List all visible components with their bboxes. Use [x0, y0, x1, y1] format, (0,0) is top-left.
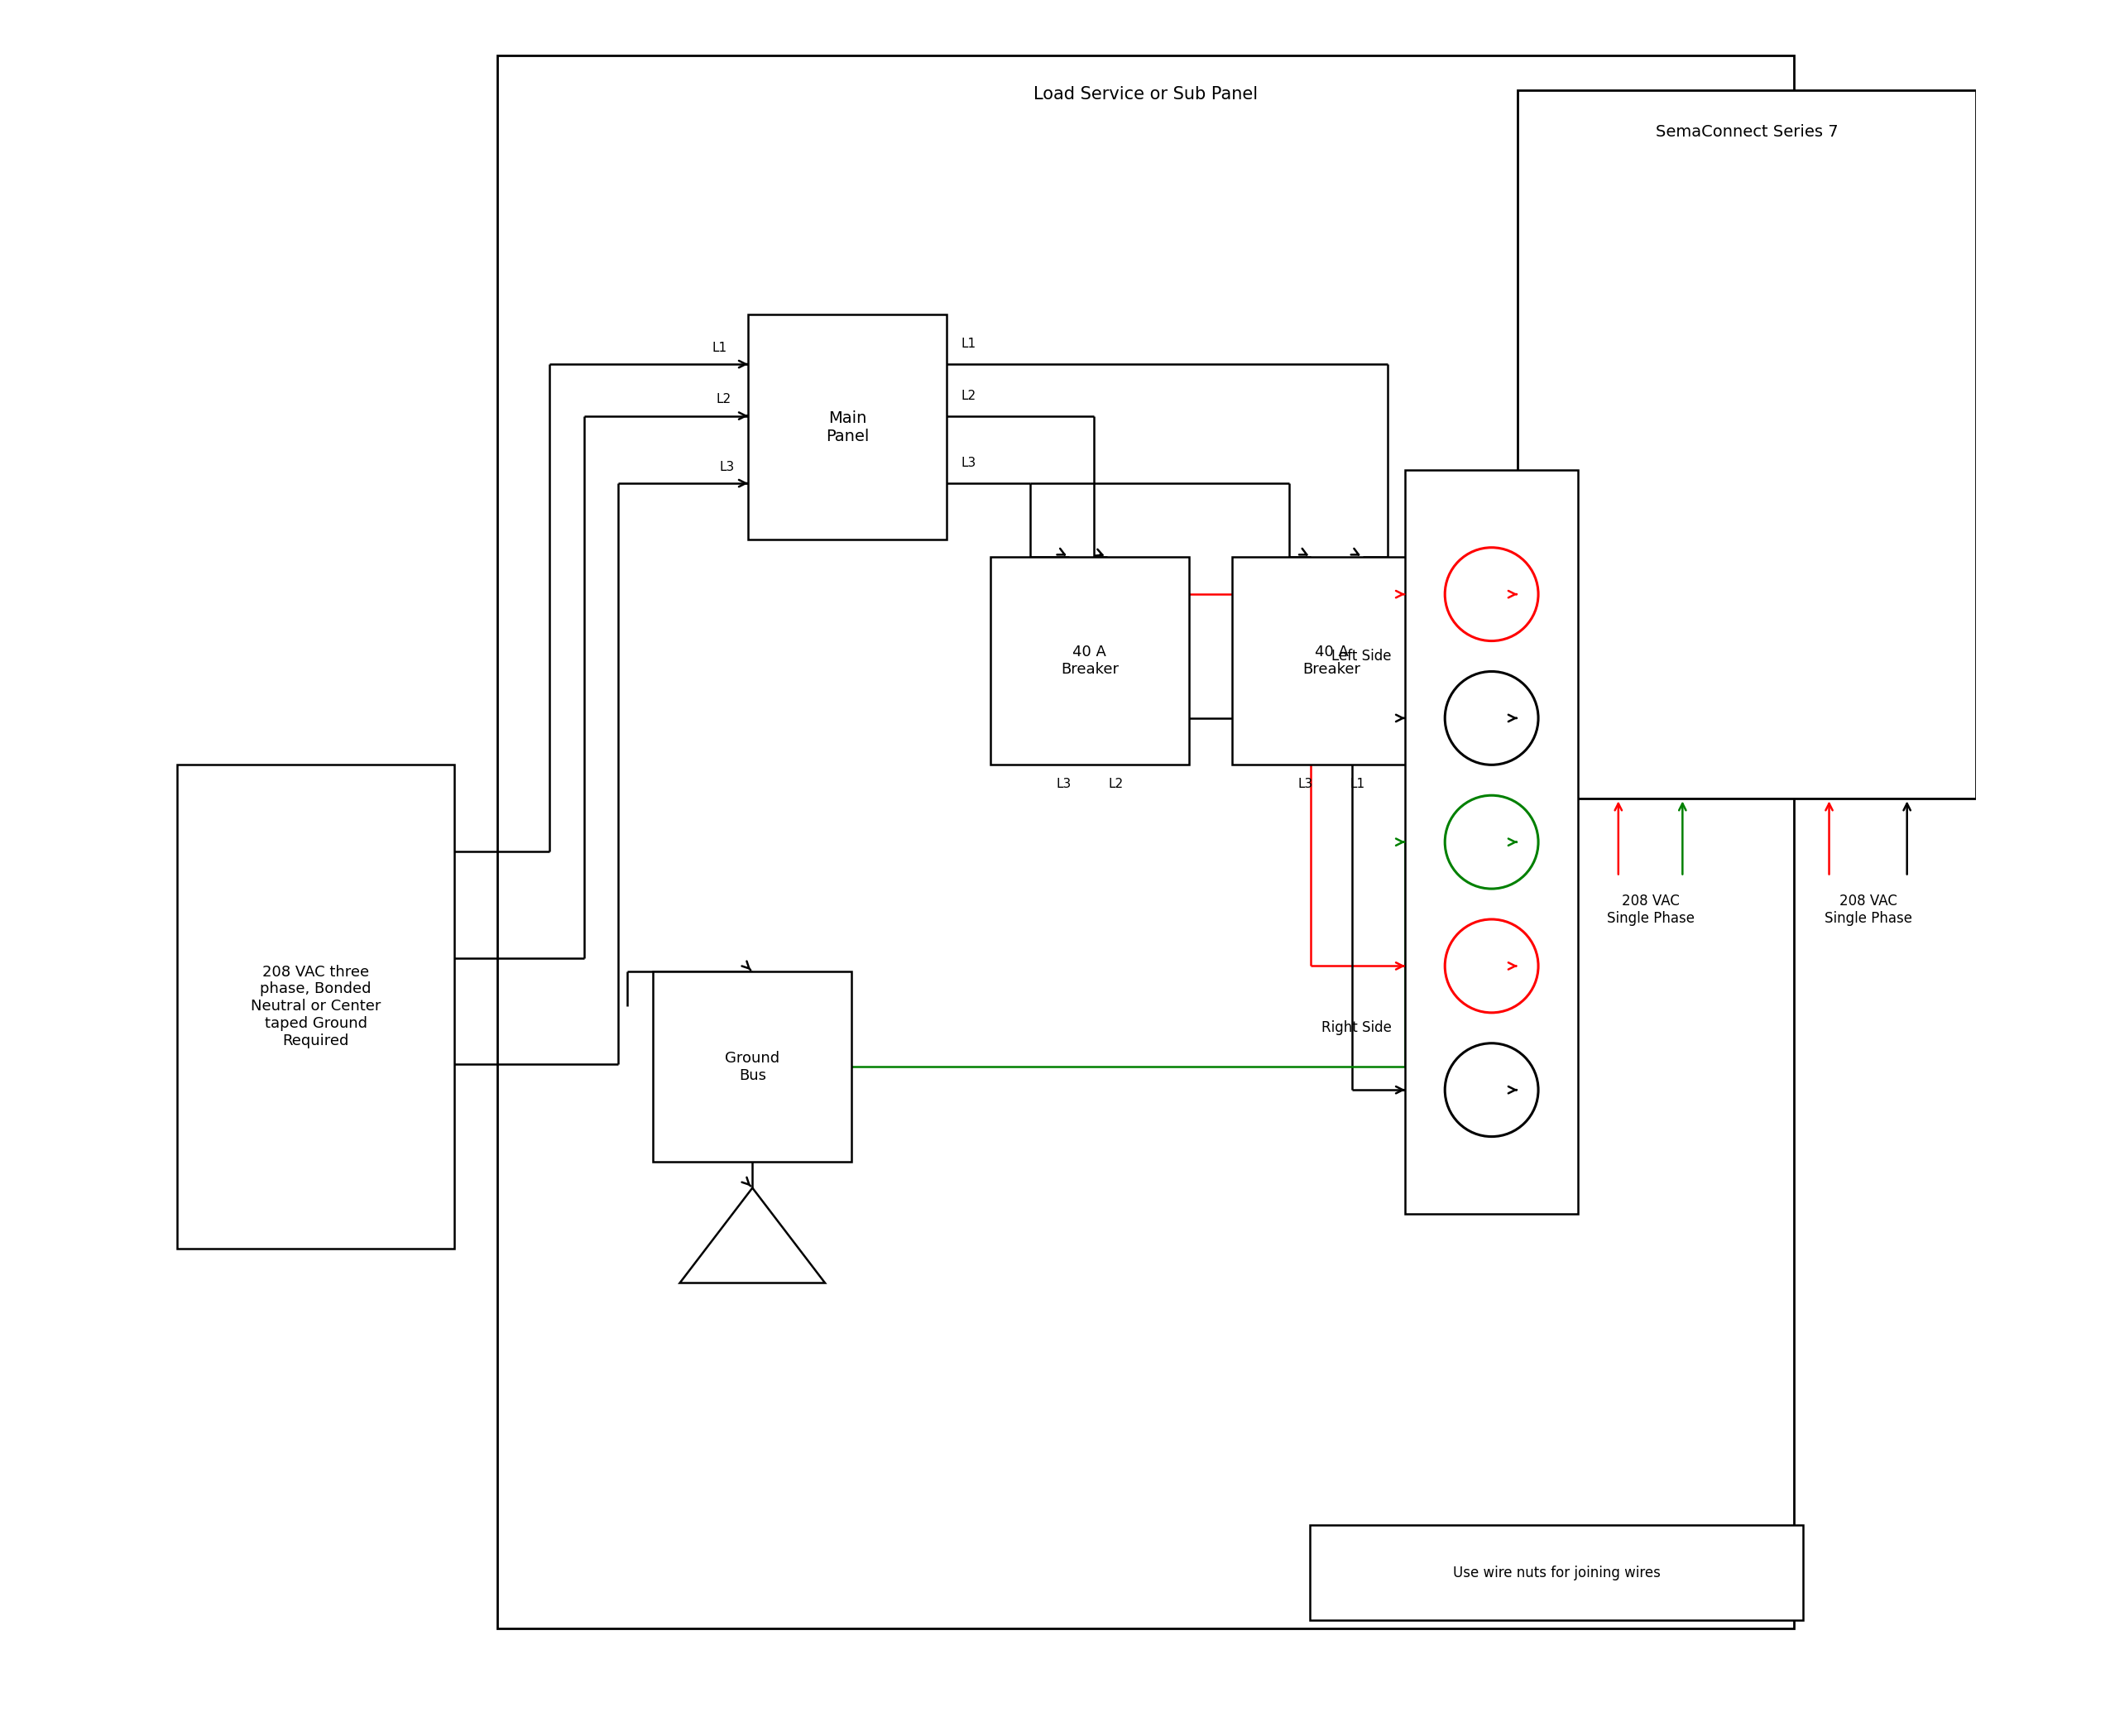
Text: SemaConnect Series 7: SemaConnect Series 7 [1656, 125, 1838, 141]
FancyBboxPatch shape [177, 764, 454, 1248]
FancyBboxPatch shape [652, 972, 852, 1161]
Text: 40 A
Breaker: 40 A Breaker [1302, 644, 1361, 677]
Text: 208 VAC
Single Phase: 208 VAC Single Phase [1825, 894, 1912, 925]
Text: L2: L2 [960, 389, 975, 403]
Text: L1: L1 [960, 339, 975, 351]
Text: L1: L1 [1350, 778, 1365, 790]
Text: Left Side: Left Side [1331, 649, 1390, 663]
FancyBboxPatch shape [1405, 470, 1578, 1213]
FancyBboxPatch shape [1232, 557, 1431, 764]
Text: L3: L3 [720, 460, 734, 472]
Text: 40 A
Breaker: 40 A Breaker [1061, 644, 1118, 677]
Text: Right Side: Right Side [1321, 1021, 1390, 1035]
FancyBboxPatch shape [990, 557, 1190, 764]
Text: Use wire nuts for joining wires: Use wire nuts for joining wires [1452, 1566, 1661, 1580]
FancyBboxPatch shape [749, 314, 947, 540]
Text: Ground
Bus: Ground Bus [726, 1050, 781, 1083]
Text: L3: L3 [960, 457, 975, 469]
Text: 208 VAC
Single Phase: 208 VAC Single Phase [1606, 894, 1694, 925]
Text: L3: L3 [1298, 778, 1312, 790]
Text: Main
Panel: Main Panel [825, 410, 869, 444]
Text: 208 VAC three
phase, Bonded
Neutral or Center
taped Ground
Required: 208 VAC three phase, Bonded Neutral or C… [251, 965, 382, 1049]
Text: L1: L1 [713, 342, 728, 354]
FancyBboxPatch shape [1310, 1524, 1802, 1620]
FancyBboxPatch shape [1517, 90, 1975, 799]
Text: Load Service or Sub Panel: Load Service or Sub Panel [1034, 87, 1258, 102]
Text: L3: L3 [1057, 778, 1072, 790]
Text: L2: L2 [715, 392, 730, 406]
Text: L2: L2 [1108, 778, 1123, 790]
